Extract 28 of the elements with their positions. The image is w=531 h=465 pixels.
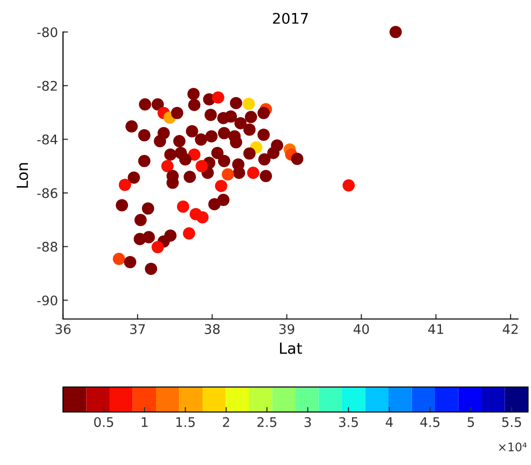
y-tick-label: -88 <box>37 242 58 252</box>
color-bar-label: 4.5 <box>420 417 440 428</box>
y-tick-label: -84 <box>37 134 58 144</box>
color-bar-label: 5 <box>468 417 474 428</box>
color-bar-label: 3.5 <box>339 417 358 428</box>
color-bar-label: 4 <box>386 417 393 427</box>
color-bar-label: 5.5 <box>502 417 522 428</box>
x-tick-label: 37 <box>130 324 145 334</box>
color-bar-label: 1.5 <box>176 417 195 428</box>
color-bar-label: 1 <box>142 417 148 427</box>
x-tick-label: 36 <box>56 324 71 334</box>
chart-title: 2017 <box>273 12 308 24</box>
y-tick-label: -82 <box>37 80 57 91</box>
x-tick-label: 42 <box>502 324 518 334</box>
color-bar-label: 2 <box>222 417 230 427</box>
y-tick-label: -86 <box>37 188 58 198</box>
text: ×10⁴ <box>498 442 527 452</box>
x-tick-label: 40 <box>354 324 369 334</box>
y-tick-label: -90 <box>37 295 58 306</box>
y-axis-title: Lon <box>16 163 28 188</box>
color-bar-label: 2.5 <box>257 417 276 428</box>
color-bar-label: 3 <box>304 417 311 428</box>
x-axis-title: Lat <box>280 342 302 354</box>
x-tick-label: 39 <box>279 324 294 334</box>
x-tick-label: 38 <box>204 324 220 334</box>
color-bar-label: 0.5 <box>94 417 114 428</box>
y-tick-label: -80 <box>37 27 58 38</box>
x-tick-label: 41 <box>428 324 444 334</box>
